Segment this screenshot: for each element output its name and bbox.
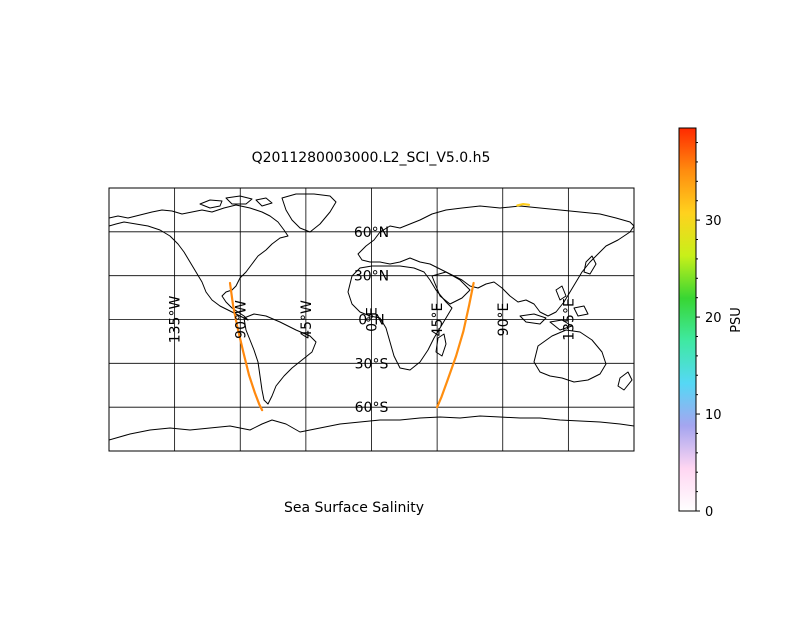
salinity-swath	[516, 203, 531, 207]
parallel-label: 60°N	[354, 225, 389, 241]
colorbar-ticks: 0 10 20 30	[696, 142, 722, 520]
meridian-label: 45°W	[299, 300, 315, 339]
graticule-labels: 135°W 90°W 45°W 0°E 45°E 90°E 135°E 60°S 30°S 0°N…	[168, 225, 578, 416]
parallel-label: 0°N	[358, 313, 384, 329]
coastline-arctic-islands	[199, 195, 273, 209]
meridian-label: 90°W	[233, 300, 249, 339]
coastline-arabia	[431, 271, 471, 305]
coastline-north-america	[109, 204, 289, 321]
coastline-australia	[533, 329, 607, 383]
coastline-japan	[583, 255, 597, 275]
coastline-greenland	[281, 193, 337, 233]
colorbar-tick-label: 10	[705, 408, 722, 423]
figure-title: Q2011280003000.L2_SCI_V5.0.h5	[252, 150, 491, 166]
coastline-south-america	[243, 313, 317, 405]
coastline-madagascar	[435, 333, 447, 357]
colorbar-gradient	[678, 127, 697, 512]
map-panel: 135°W 90°W 45°W 0°E 45°E 90°E 135°E 60°S 30°S 0°N…	[108, 187, 635, 452]
salinity-swath	[228, 281, 264, 412]
coastlines	[109, 193, 634, 441]
colorbar-label: PSU	[729, 307, 744, 333]
map-caption: Sea Surface Salinity	[284, 500, 424, 516]
colorbar-tick-label: 20	[705, 311, 722, 326]
coastline-se-asia-islands	[519, 285, 589, 331]
coastline-africa	[347, 265, 453, 371]
parallel-label: 30°S	[355, 356, 389, 372]
meridian-label: 135°E	[561, 298, 577, 341]
parallel-label: 30°N	[354, 269, 389, 285]
meridian-label: 0°E	[365, 307, 381, 332]
colorbar-tick-label: 0	[705, 505, 713, 520]
swath-tracks	[228, 203, 531, 412]
meridian-label: 135°W	[168, 296, 184, 344]
coastline-antarctica	[109, 415, 634, 441]
colorbar-tick-label: 30	[705, 214, 722, 229]
salinity-swath	[436, 281, 475, 409]
meridian-label: 45°E	[430, 303, 446, 337]
coastline-new-zealand	[617, 371, 633, 391]
coastline-eurasia	[357, 205, 634, 317]
meridian-label: 90°E	[496, 303, 512, 337]
colorbar: 0 10 20 30 PSU	[678, 127, 744, 520]
parallel-label: 60°S	[355, 400, 389, 416]
